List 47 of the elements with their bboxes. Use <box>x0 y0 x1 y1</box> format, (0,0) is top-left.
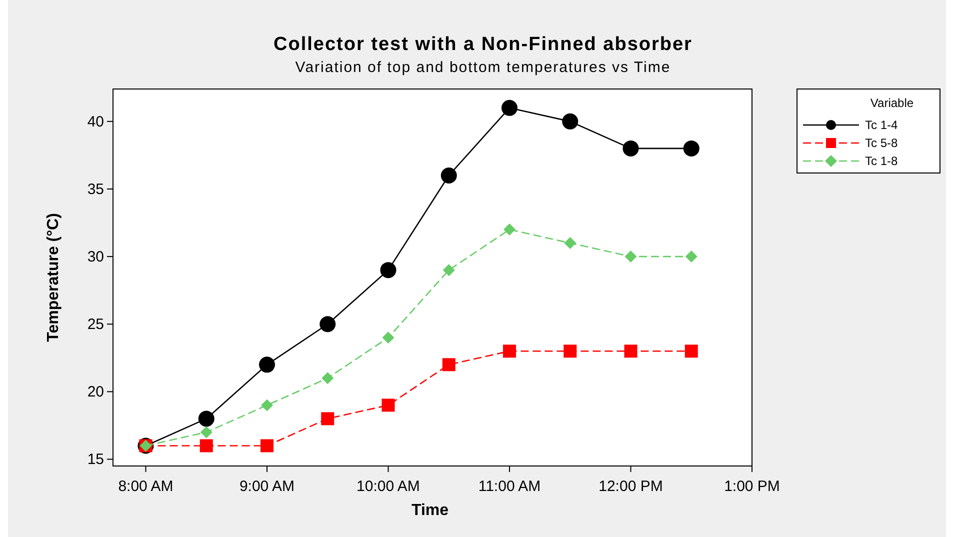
y-tick-label: 25 <box>87 316 104 334</box>
chart-title: Collector test with a Non-Finned absorber <box>274 34 692 55</box>
legend-label: Tc 1-4 <box>865 118 898 132</box>
point <box>622 140 639 156</box>
y-axis-title: Temperature (°C) <box>45 213 62 342</box>
point <box>440 167 457 184</box>
legend-title: Variable <box>870 96 914 110</box>
point <box>382 398 395 412</box>
point <box>200 426 212 438</box>
point <box>322 372 334 384</box>
point <box>200 439 213 452</box>
point <box>501 100 518 116</box>
point <box>320 316 336 332</box>
point <box>564 344 577 358</box>
point <box>683 140 700 156</box>
y-tick-label: 30 <box>87 248 104 266</box>
point <box>260 439 274 452</box>
point <box>562 113 578 130</box>
x-tick-label: 1:00 PM <box>724 478 780 495</box>
point <box>198 410 214 427</box>
point <box>321 412 334 426</box>
point <box>260 399 273 412</box>
x-tick-label: 8:00 AM <box>118 478 174 495</box>
x-tick-label: 9:00 AM <box>239 478 295 495</box>
point <box>258 356 275 373</box>
y-tick-label: 35 <box>87 180 104 198</box>
y-tick-label: 20 <box>87 384 104 401</box>
point <box>624 250 637 263</box>
legend-label: Tc 5-8 <box>865 136 898 150</box>
point <box>380 262 396 278</box>
y-tick-label: 40 <box>87 113 104 130</box>
point <box>382 332 394 344</box>
x-tick-label: 12:00 PM <box>598 478 663 495</box>
x-axis-title: Time <box>411 502 449 519</box>
point <box>624 344 638 358</box>
point <box>502 344 516 358</box>
point <box>442 358 456 372</box>
point <box>503 224 516 236</box>
point <box>442 264 455 276</box>
legend-label: Tc 1-8 <box>865 154 898 168</box>
chart-subtitle: Variation of top and bottom temperatures vs Time <box>295 59 671 76</box>
point <box>684 344 698 358</box>
point <box>685 250 698 263</box>
x-tick-label: 10:00 AM <box>356 478 420 495</box>
point <box>564 237 576 250</box>
y-tick-label: 15 <box>87 451 104 468</box>
x-tick-label: 11:00 AM <box>478 478 541 495</box>
